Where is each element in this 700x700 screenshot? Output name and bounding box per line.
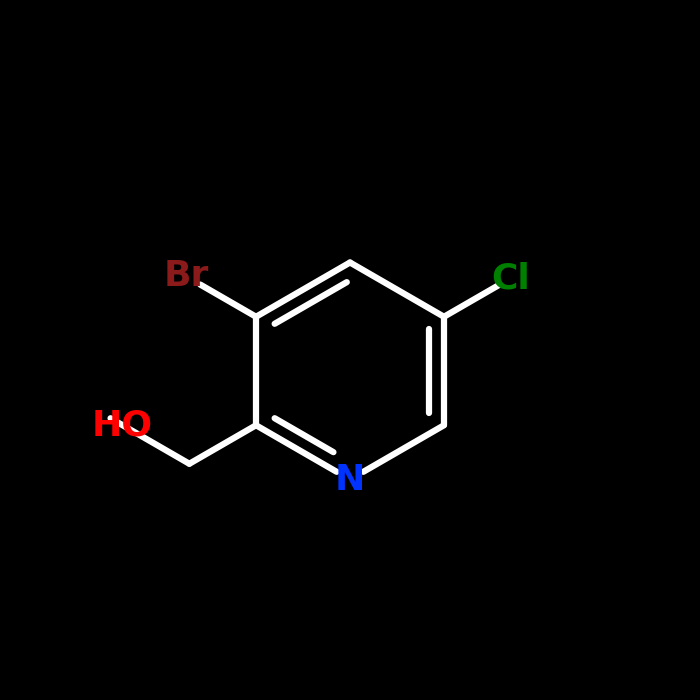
Text: N: N	[335, 463, 365, 496]
Text: HO: HO	[92, 408, 153, 442]
Text: Cl: Cl	[491, 261, 530, 295]
Text: Br: Br	[164, 260, 209, 293]
